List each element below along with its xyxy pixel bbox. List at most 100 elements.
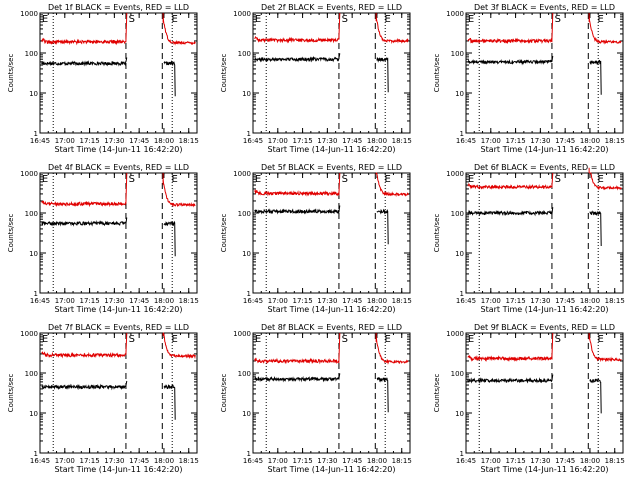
- plot-frame: [39, 332, 198, 454]
- series-events-segment: [254, 205, 341, 215]
- plot-frame: [39, 172, 198, 294]
- x-tick-label: 17:30: [104, 457, 124, 465]
- x-tick-label: 17:00: [268, 457, 288, 465]
- y-tick-label: 10: [242, 410, 251, 418]
- y-tick-label: 1000: [446, 10, 464, 18]
- x-axis-label: Start Time (14-Jun-11 16:42:20): [268, 145, 396, 154]
- x-tick-label: 17:30: [317, 137, 337, 145]
- y-tick-label: 1: [34, 450, 38, 458]
- x-tick-label: 17:15: [505, 457, 525, 465]
- x-tick-label: 17:30: [530, 137, 550, 145]
- plot-frame: [465, 172, 624, 294]
- x-tick-label: 17:15: [292, 457, 312, 465]
- event-annotation: S: [342, 14, 348, 25]
- y-tick-label: 100: [238, 370, 251, 378]
- y-tick-label: 100: [451, 210, 464, 218]
- y-tick-label: 10: [29, 250, 38, 258]
- series-lld-segment: [163, 332, 196, 360]
- series-events-segment: [376, 377, 389, 413]
- panel-det-2: Det 2f BLACK = Events, RED = LLD 1 10 100 10…: [220, 3, 412, 154]
- plot-frame: [465, 12, 624, 134]
- event-annotation: E: [598, 334, 604, 345]
- series-lld-segment: [467, 172, 554, 190]
- y-axis-label: Counts/sec: [220, 214, 228, 253]
- y-axis-label: Counts/sec: [433, 54, 441, 93]
- y-tick-label: 100: [238, 50, 251, 58]
- series-lld-segment: [588, 334, 622, 363]
- panel-title: Det 1f BLACK = Events, RED = LLD: [48, 3, 189, 12]
- series-events-segment: [467, 55, 554, 66]
- event-annotation: E: [468, 14, 474, 25]
- plot-frame: [252, 332, 411, 454]
- series-lld-segment: [254, 12, 341, 44]
- x-tick-label: 17:00: [55, 297, 75, 305]
- series-lld-segment: [376, 172, 409, 198]
- x-tick-label: 18:00: [580, 297, 600, 305]
- x-tick-label: 16:45: [456, 137, 476, 145]
- series-lld-segment: [162, 17, 196, 46]
- y-tick-label: 10: [242, 250, 251, 258]
- plot-frame: [252, 172, 411, 294]
- y-tick-label: 1: [34, 290, 38, 298]
- y-tick-label: 1000: [446, 330, 464, 338]
- x-tick-label: 18:15: [179, 457, 199, 465]
- plot-frame: [39, 12, 198, 134]
- event-annotation: E: [172, 334, 178, 345]
- x-axis-label: Start Time (14-Jun-11 16:42:20): [481, 305, 609, 314]
- x-tick-label: 17:45: [555, 457, 575, 465]
- panel-det-5: Det 5f BLACK = Events, RED = LLD 1 10 100 10…: [220, 163, 412, 314]
- series-events-segment: [41, 380, 128, 391]
- series-lld-segment: [254, 172, 341, 197]
- series-lld-segment: [41, 172, 128, 208]
- series-events-segment: [376, 208, 389, 245]
- event-annotation: S: [129, 14, 135, 25]
- x-tick-label: 18:15: [605, 297, 625, 305]
- panel-det-8: Det 8f BLACK = Events, RED = LLD 1 10 100 10…: [220, 323, 412, 474]
- x-axis-label: Start Time (14-Jun-11 16:42:20): [55, 465, 183, 474]
- y-tick-label: 10: [455, 250, 464, 258]
- panel-title: Det 2f BLACK = Events, RED = LLD: [261, 3, 402, 12]
- panel-det-1: Det 1f BLACK = Events, RED = LLD 1 10 100 10…: [7, 3, 199, 154]
- y-tick-label: 1000: [233, 330, 251, 338]
- series-lld-segment: [162, 179, 196, 208]
- x-tick-label: 18:00: [580, 137, 600, 145]
- event-annotation: S: [342, 174, 348, 185]
- series-lld-segment: [375, 16, 409, 45]
- x-axis-label: Start Time (14-Jun-11 16:42:20): [268, 465, 396, 474]
- event-annotation: E: [42, 334, 48, 345]
- x-tick-label: 16:45: [30, 137, 50, 145]
- y-axis-label: Counts/sec: [433, 374, 441, 413]
- y-tick-label: 1: [460, 290, 464, 298]
- y-tick-label: 100: [25, 210, 38, 218]
- x-tick-label: 18:15: [605, 137, 625, 145]
- x-axis-label: Start Time (14-Jun-11 16:42:20): [55, 145, 183, 154]
- y-tick-label: 1000: [233, 10, 251, 18]
- series-events-segment: [163, 220, 176, 257]
- x-tick-label: 17:00: [481, 457, 501, 465]
- x-tick-label: 17:30: [104, 297, 124, 305]
- event-annotation: S: [555, 334, 561, 345]
- y-axis-label: Counts/sec: [7, 54, 15, 93]
- x-tick-label: 17:45: [129, 457, 149, 465]
- event-annotation: E: [385, 14, 391, 25]
- panel-title: Det 3f BLACK = Events, RED = LLD: [474, 3, 615, 12]
- x-tick-label: 18:00: [367, 297, 387, 305]
- x-tick-label: 16:45: [456, 297, 476, 305]
- y-axis-label: Counts/sec: [7, 374, 15, 413]
- event-annotation: E: [172, 174, 178, 185]
- series-events-segment: [163, 60, 176, 97]
- series-events-segment: [589, 378, 602, 414]
- x-tick-label: 18:00: [580, 457, 600, 465]
- y-tick-label: 100: [451, 50, 464, 58]
- plot-frame: [465, 332, 624, 454]
- x-tick-label: 18:15: [392, 137, 412, 145]
- x-tick-label: 18:15: [392, 297, 412, 305]
- panel-title: Det 5f BLACK = Events, RED = LLD: [261, 163, 402, 172]
- panel-det-6: Det 6f BLACK = Events, RED = LLD 1 10 100 10…: [433, 163, 625, 314]
- series-lld-segment: [588, 15, 622, 45]
- y-tick-label: 1: [247, 130, 251, 138]
- x-tick-label: 17:30: [104, 137, 124, 145]
- y-tick-label: 10: [242, 90, 251, 98]
- x-tick-label: 17:00: [268, 297, 288, 305]
